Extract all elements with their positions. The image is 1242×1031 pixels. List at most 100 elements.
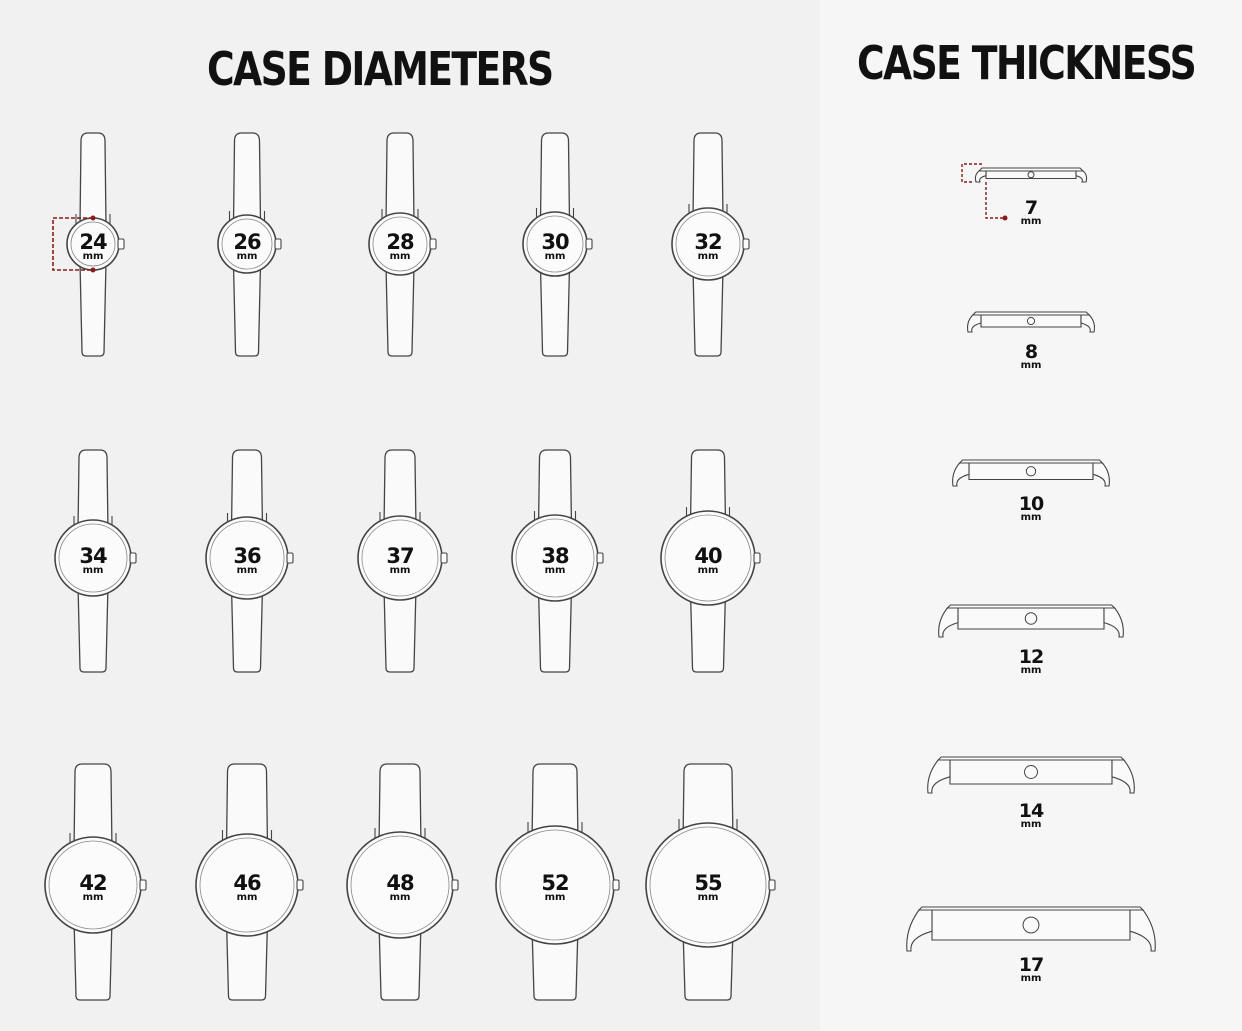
crown [1022,916,1040,934]
strap-top [378,763,422,848]
lug-left [938,607,959,638]
size-value: 30 [541,230,569,254]
crown [451,879,459,891]
size-value: 42 [79,871,106,895]
lug-right [1092,462,1110,487]
crown [1026,316,1036,326]
crown [768,879,776,891]
marker-dot [90,267,96,273]
strap-bottom [383,587,417,673]
lug-left [974,170,987,183]
lug-left [952,462,970,487]
crown [585,238,593,250]
lug-right [1080,314,1095,333]
size-value: 24 [79,230,107,254]
size-value: 55 [694,871,722,895]
dial-ring [664,514,752,602]
size-value: 12 [1019,646,1043,668]
size-unit: mm [83,251,104,262]
lug-left [927,759,951,794]
strap-top [531,763,579,844]
size-value: 10 [1019,493,1044,515]
dial-ring [515,518,595,598]
size-value: 48 [386,871,414,895]
crown [286,552,294,564]
strap-top [79,132,107,226]
crown [612,879,620,891]
crown [274,238,282,250]
crown [596,552,604,564]
size-unit: mm [698,892,719,903]
strap-top [383,449,417,529]
size-unit: mm [1021,665,1042,676]
strap-bottom [79,262,107,357]
strap-bottom [689,590,727,673]
size-unit: mm [237,892,258,903]
crown [1024,612,1038,625]
strap-bottom [73,918,113,1001]
size-value: 52 [541,871,568,895]
size-unit: mm [83,892,104,903]
size-unit: mm [698,251,719,262]
size-unit: mm [1021,973,1042,984]
size-unit: mm [390,892,411,903]
strap-bottom [378,922,422,1001]
case-profile-7mm: 7mm [961,163,1088,227]
dial-ring [649,826,767,944]
strap-top [77,449,109,532]
marker-dot [1002,215,1008,221]
crown [117,238,125,250]
size-unit: mm [390,565,411,576]
size-value: 46 [233,871,261,895]
strap-top [682,763,734,842]
crown [1025,466,1037,477]
crown [1024,765,1038,779]
size-unit: mm [698,565,719,576]
strap-bottom [232,264,262,357]
case-profile-8mm: 8mm [967,311,1095,371]
dial-ring [372,216,428,272]
lug-right [1103,607,1124,638]
size-value: 34 [79,544,107,568]
size-value: 36 [233,544,261,568]
size-value: 32 [694,230,721,254]
size-unit: mm [1021,360,1042,371]
size-value: 7 [1025,197,1037,219]
size-value: 37 [386,544,413,568]
strap-top [539,132,571,222]
strap-top [225,763,269,850]
crown [296,879,304,891]
lug-right [1111,759,1135,794]
strap-bottom [537,588,573,673]
dial-ring [70,221,116,267]
strap-bottom [385,265,415,357]
size-unit: mm [237,251,258,262]
crown [429,238,437,250]
strap-bottom [692,269,724,357]
dial-ring [350,835,450,935]
crown [440,552,448,564]
dial-ring [199,837,295,933]
crown [753,552,761,564]
size-unit: mm [83,565,104,576]
lug-left [906,909,933,952]
marker-dot [90,215,96,221]
dial-ring [361,519,439,597]
size-unit: mm [1021,216,1042,227]
diameter-marker [52,217,93,271]
size-value: 8 [1025,341,1038,363]
strap-top [230,449,264,530]
lugs [75,214,111,225]
size-unit: mm [545,892,566,903]
size-unit: mm [237,565,258,576]
size-unit: mm [545,251,566,262]
strap-top [73,763,113,852]
